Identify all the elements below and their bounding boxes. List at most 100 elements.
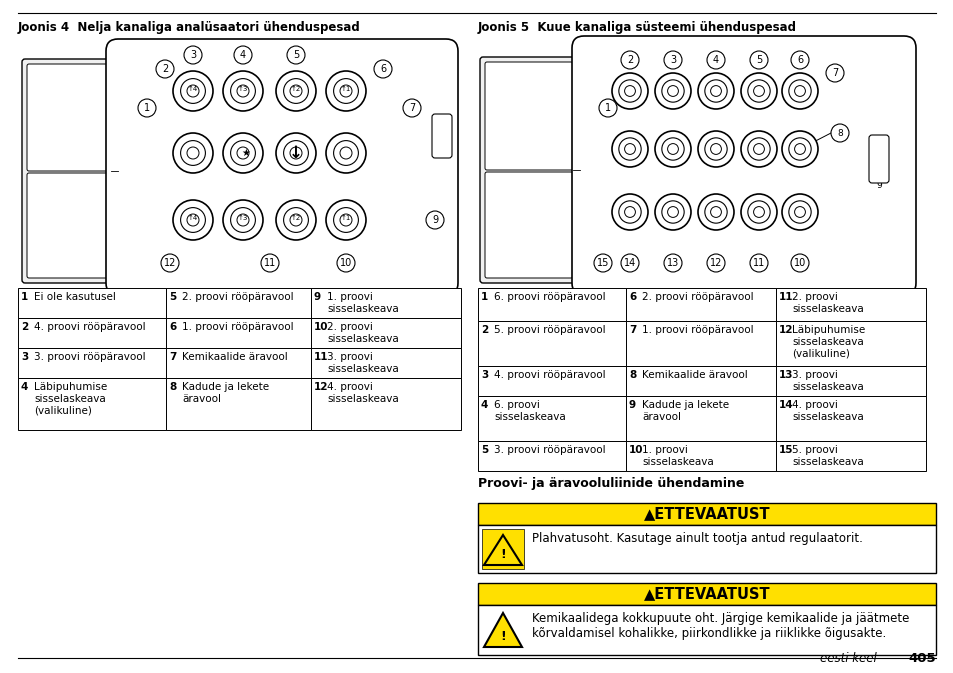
Text: 7: 7 bbox=[169, 352, 176, 362]
Circle shape bbox=[156, 60, 173, 78]
Circle shape bbox=[747, 201, 769, 223]
Bar bbox=[775, 288, 925, 321]
Circle shape bbox=[704, 201, 726, 223]
FancyBboxPatch shape bbox=[868, 135, 888, 183]
Text: 10: 10 bbox=[314, 322, 328, 332]
Bar bbox=[166, 378, 311, 430]
Circle shape bbox=[788, 138, 810, 160]
Text: Läbipuhumise
sisselaskeava
(valikuline): Läbipuhumise sisselaskeava (valikuline) bbox=[791, 325, 864, 358]
Circle shape bbox=[747, 80, 769, 102]
Text: 8: 8 bbox=[169, 382, 176, 392]
Circle shape bbox=[753, 85, 763, 96]
Text: 13: 13 bbox=[779, 370, 793, 380]
Bar bbox=[481, 529, 523, 569]
Circle shape bbox=[161, 254, 179, 272]
Circle shape bbox=[275, 133, 315, 173]
Circle shape bbox=[339, 85, 352, 97]
Text: 11: 11 bbox=[779, 292, 793, 302]
Bar bbox=[18, 318, 166, 348]
Text: ↑2: ↑2 bbox=[291, 86, 301, 92]
Text: 14: 14 bbox=[779, 400, 793, 410]
Circle shape bbox=[618, 201, 640, 223]
Bar bbox=[625, 396, 775, 441]
Circle shape bbox=[223, 71, 263, 111]
Text: 6: 6 bbox=[169, 322, 176, 332]
Circle shape bbox=[426, 211, 443, 229]
Bar bbox=[477, 396, 625, 441]
Circle shape bbox=[781, 73, 817, 109]
Text: 2. proovi
sisselaskeava: 2. proovi sisselaskeava bbox=[791, 292, 862, 314]
FancyBboxPatch shape bbox=[27, 64, 111, 171]
Circle shape bbox=[275, 71, 315, 111]
Text: 1: 1 bbox=[604, 103, 611, 113]
Text: 8: 8 bbox=[438, 145, 444, 154]
FancyBboxPatch shape bbox=[484, 172, 573, 278]
Text: 10: 10 bbox=[339, 258, 352, 268]
Text: !: ! bbox=[499, 631, 505, 643]
Text: 1. proovi
sisselaskeava: 1. proovi sisselaskeava bbox=[641, 445, 713, 466]
Circle shape bbox=[287, 46, 305, 64]
Circle shape bbox=[749, 51, 767, 69]
Circle shape bbox=[667, 85, 678, 96]
Text: Plahvatusoht. Kasutage ainult tootja antud regulaatorit.: Plahvatusoht. Kasutage ainult tootja ant… bbox=[532, 532, 862, 545]
Text: 2. proovi rööpäravool: 2. proovi rööpäravool bbox=[641, 292, 753, 302]
Text: 3: 3 bbox=[480, 370, 488, 380]
Circle shape bbox=[236, 85, 249, 97]
Text: 5. proovi rööpäravool: 5. proovi rööpäravool bbox=[494, 325, 605, 335]
Circle shape bbox=[698, 194, 733, 230]
Circle shape bbox=[624, 85, 635, 96]
Circle shape bbox=[624, 207, 635, 217]
Circle shape bbox=[710, 207, 720, 217]
Text: 3: 3 bbox=[21, 352, 29, 362]
Text: 8: 8 bbox=[836, 129, 842, 137]
Text: 7: 7 bbox=[409, 103, 415, 113]
Circle shape bbox=[825, 64, 843, 82]
Circle shape bbox=[187, 85, 199, 97]
Text: 5: 5 bbox=[169, 292, 176, 302]
Text: 3. proovi
sisselaskeava: 3. proovi sisselaskeava bbox=[327, 352, 398, 374]
Polygon shape bbox=[483, 535, 521, 565]
Circle shape bbox=[706, 51, 724, 69]
Circle shape bbox=[667, 143, 678, 154]
Text: 6: 6 bbox=[379, 64, 386, 74]
Text: 3. proovi rööpäravool: 3. proovi rööpäravool bbox=[34, 352, 146, 362]
Circle shape bbox=[290, 85, 302, 97]
Text: 12: 12 bbox=[709, 258, 721, 268]
Bar bbox=[625, 321, 775, 366]
Bar bbox=[166, 318, 311, 348]
Text: 3: 3 bbox=[190, 50, 196, 60]
Circle shape bbox=[661, 80, 683, 102]
Text: !: ! bbox=[499, 548, 505, 561]
Text: Joonis 5  Kuue kanaliga süsteemi ühenduspesad: Joonis 5 Kuue kanaliga süsteemi ühendusp… bbox=[477, 21, 796, 34]
Text: ↑4: ↑4 bbox=[188, 86, 198, 92]
Text: Ei ole kasutusel: Ei ole kasutusel bbox=[34, 292, 115, 302]
Text: 2. proovi
sisselaskeava: 2. proovi sisselaskeava bbox=[327, 322, 398, 344]
Text: 6. proovi rööpäravool: 6. proovi rööpäravool bbox=[494, 292, 605, 302]
Text: 9: 9 bbox=[432, 215, 437, 225]
Polygon shape bbox=[483, 613, 521, 647]
Bar bbox=[311, 348, 460, 378]
Circle shape bbox=[794, 207, 804, 217]
Circle shape bbox=[339, 214, 352, 226]
Circle shape bbox=[698, 131, 733, 167]
Bar bbox=[775, 396, 925, 441]
Bar bbox=[311, 288, 460, 318]
Text: Proovi- ja äravooluliinide ühendamine: Proovi- ja äravooluliinide ühendamine bbox=[477, 477, 743, 490]
Text: 12: 12 bbox=[779, 325, 793, 335]
Text: ↑2: ↑2 bbox=[291, 215, 301, 221]
Text: 5: 5 bbox=[480, 445, 488, 455]
Circle shape bbox=[402, 99, 420, 117]
Circle shape bbox=[618, 80, 640, 102]
FancyBboxPatch shape bbox=[432, 114, 452, 158]
Text: 7: 7 bbox=[831, 68, 838, 78]
Text: 15: 15 bbox=[779, 445, 793, 455]
Text: ▲ETTEVAATUST: ▲ETTEVAATUST bbox=[643, 586, 769, 602]
Circle shape bbox=[283, 79, 308, 104]
Circle shape bbox=[655, 194, 690, 230]
FancyBboxPatch shape bbox=[484, 62, 573, 170]
Circle shape bbox=[233, 46, 252, 64]
Text: 9: 9 bbox=[314, 292, 321, 302]
Text: 2: 2 bbox=[480, 325, 488, 335]
Circle shape bbox=[753, 143, 763, 154]
Bar bbox=[477, 503, 935, 525]
